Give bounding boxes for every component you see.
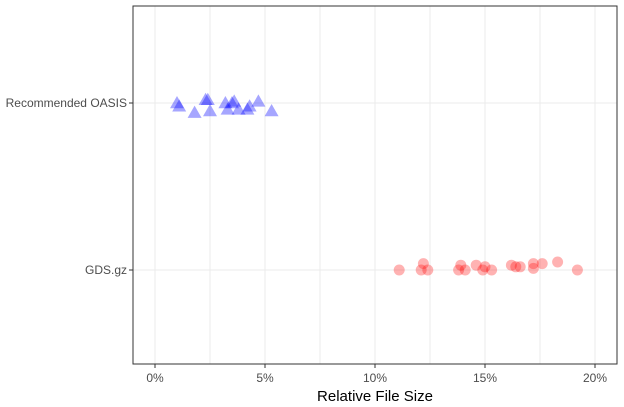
data-point-circle	[455, 259, 467, 271]
data-point-circle	[527, 258, 539, 270]
data-points	[170, 92, 583, 276]
data-point-triangle	[187, 105, 202, 118]
data-point-triangle	[170, 96, 184, 109]
y-axis: Recommended OASIS GDS.gz	[6, 96, 133, 277]
data-point-triangle	[200, 92, 215, 106]
x-tick-label: 10%	[363, 371, 387, 385]
x-tick-label: 20%	[583, 371, 607, 385]
data-point-triangle	[240, 102, 255, 115]
data-point-circle	[470, 259, 482, 271]
data-point-triangle	[203, 104, 217, 117]
data-point-triangle	[218, 96, 233, 109]
data-point-circle	[486, 264, 498, 276]
data-point-circle	[422, 264, 434, 276]
data-point-circle	[510, 261, 522, 273]
x-axis: 0% 5% 10% 15% 20%	[146, 364, 607, 385]
data-point-circle	[415, 264, 427, 276]
gridlines	[133, 6, 617, 364]
data-point-triangle	[227, 94, 242, 107]
data-point-circle	[527, 262, 539, 274]
data-point-triangle	[251, 94, 266, 107]
data-point-circle	[514, 261, 526, 273]
data-point-circle	[536, 258, 548, 270]
y-tick-label: GDS.gz	[85, 263, 127, 277]
x-tick-label: 5%	[256, 371, 274, 385]
data-point-circle	[505, 259, 517, 271]
data-point-circle	[459, 264, 471, 276]
data-point-triangle	[242, 99, 257, 112]
data-point-triangle	[220, 102, 235, 115]
x-tick-label: 15%	[473, 371, 497, 385]
data-point-circle	[477, 264, 489, 276]
data-point-triangle	[198, 92, 213, 106]
data-point-circle	[552, 256, 564, 268]
x-tick-label: 0%	[146, 371, 164, 385]
data-point-circle	[393, 264, 405, 276]
data-point-circle	[571, 264, 583, 276]
x-axis-title: Relative File Size	[317, 388, 433, 405]
data-point-circle	[417, 258, 429, 270]
data-point-triangle	[172, 99, 187, 112]
y-tick-label: Recommended OASIS	[6, 96, 127, 110]
data-point-triangle	[231, 102, 246, 115]
data-point-triangle	[264, 104, 279, 117]
data-point-circle	[479, 261, 491, 273]
data-point-circle	[453, 264, 465, 276]
data-point-triangle	[225, 96, 239, 109]
